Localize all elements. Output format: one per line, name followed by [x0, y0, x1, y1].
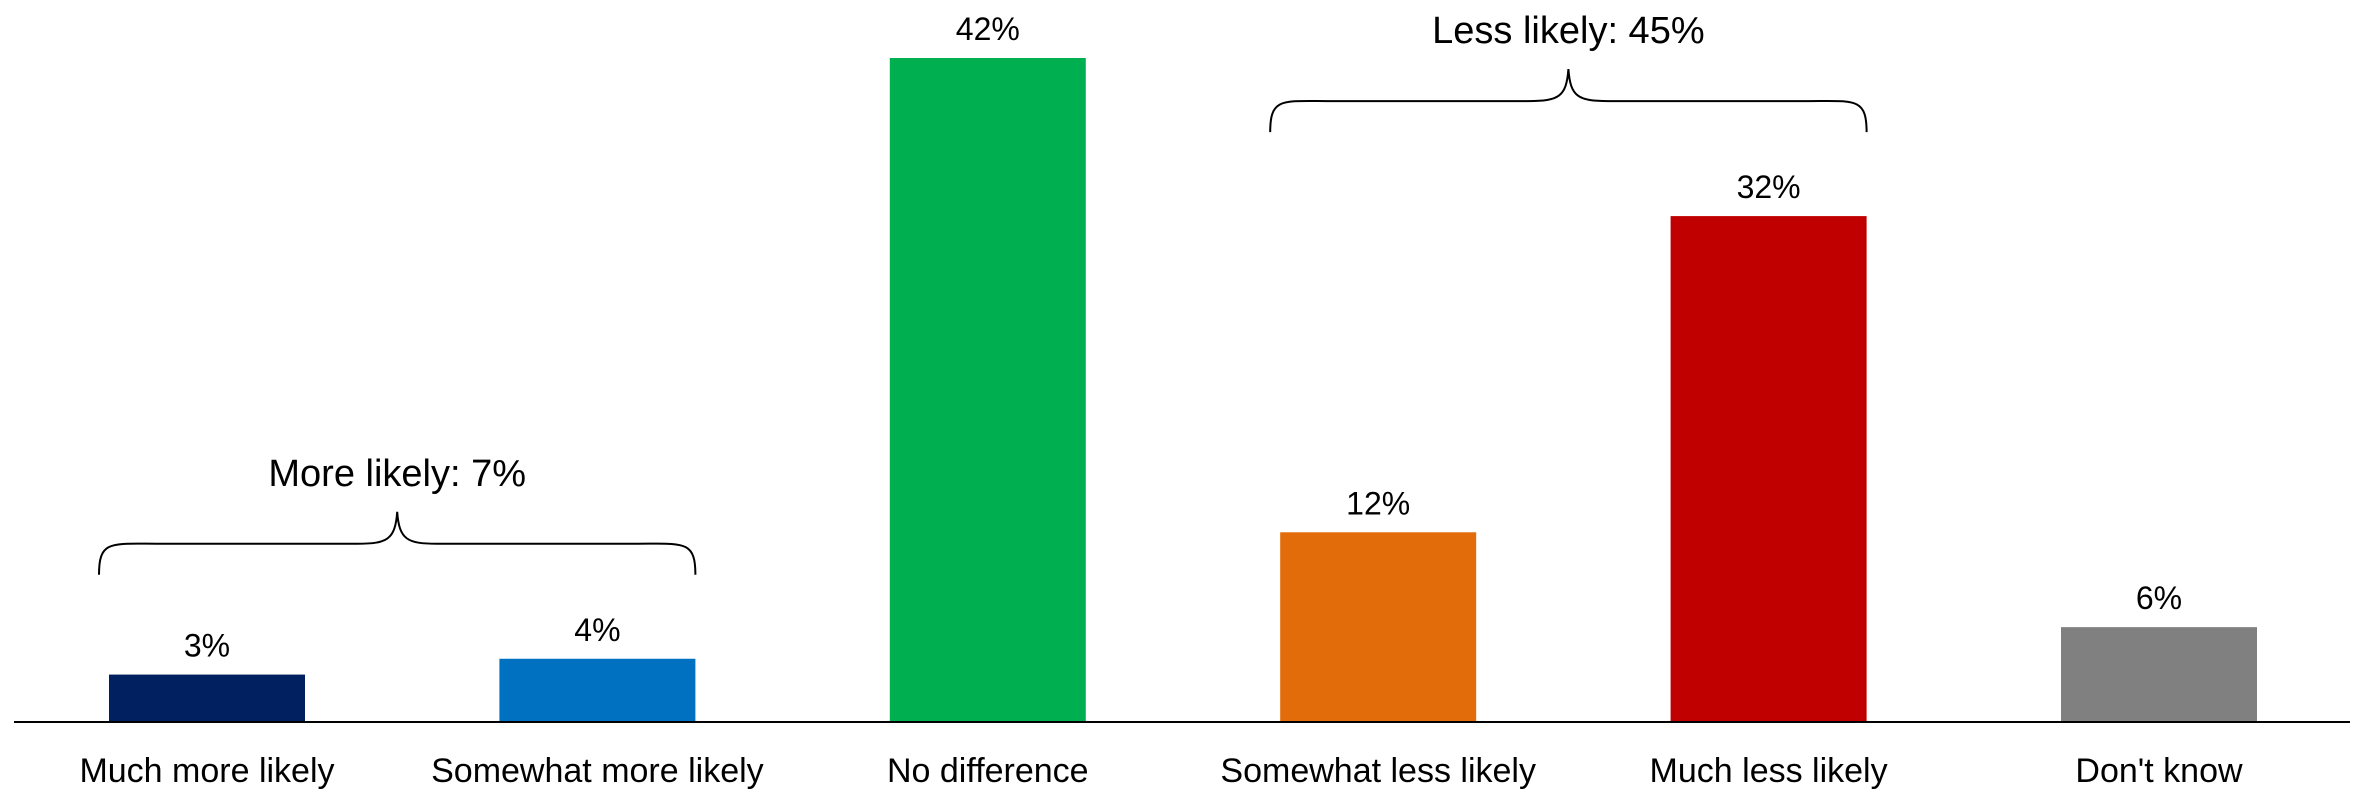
category-label-3: Somewhat less likely: [1220, 752, 1536, 790]
data-label-1: 4%: [574, 612, 620, 648]
data-label-5: 6%: [2136, 580, 2182, 616]
group-brace-0: [98, 511, 697, 575]
group-label-0: More likely: 7%: [268, 453, 526, 495]
category-labels-group: Much more likely Somewhat more likely No d…: [79, 752, 2243, 790]
data-label-2: 42%: [956, 11, 1020, 47]
bar-1: [499, 658, 696, 722]
data-label-3: 12%: [1346, 485, 1410, 521]
value-labels-group: 3% 4% 42% 12% 32% 6%: [184, 11, 2182, 664]
bar-0: [109, 674, 305, 722]
category-label-4: Much less likely: [1650, 752, 1888, 790]
group-brace-1: [1269, 69, 1868, 133]
data-label-0: 3%: [184, 628, 230, 664]
category-label-5: Don't know: [2075, 752, 2243, 790]
category-label-0: Much more likely: [79, 752, 334, 790]
data-label-4: 32%: [1737, 169, 1801, 205]
bars-group: [109, 58, 2257, 722]
bar-4: [1670, 216, 1867, 722]
category-label-1: Somewhat more likely: [431, 752, 764, 790]
group-label-1: Less likely: 45%: [1432, 10, 1704, 52]
bar-3: [1280, 532, 1477, 722]
bar-2: [889, 58, 1086, 722]
bar-5: [2061, 627, 2257, 722]
group-braces: More likely: 7% Less likely: 45%: [98, 10, 1868, 575]
category-label-2: No difference: [887, 752, 1089, 790]
